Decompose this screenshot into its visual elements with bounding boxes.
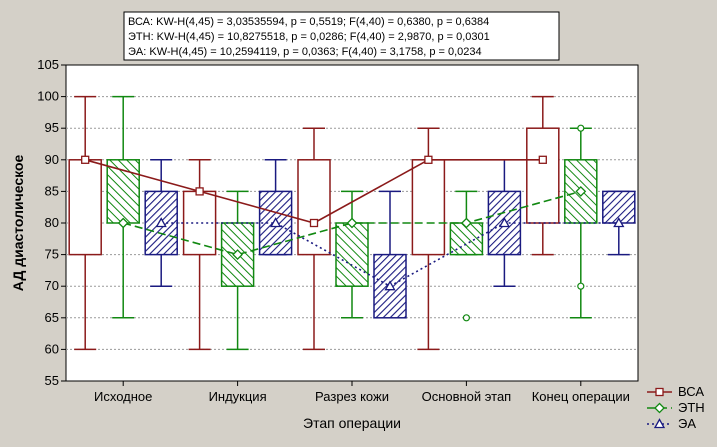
y-axis: 55 60 65 70 75 80 85 90 95 100 105 <box>37 57 66 388</box>
median-marker <box>155 217 167 228</box>
stats-box: ВСА: KW-H(4,45) = 3,03535594, p = 0,5519… <box>123 11 560 61</box>
stats-line-vsa: ВСА: KW-H(4,45) = 3,03535594, p = 0,5519… <box>128 16 489 28</box>
box <box>411 159 446 256</box>
y-axis-title: АД диастолическое <box>10 154 26 291</box>
median-line <box>122 190 582 256</box>
y-tick-label: 55 <box>45 373 59 388</box>
box <box>526 127 560 224</box>
legend-label: ЭТН <box>678 400 705 415</box>
median-marker <box>575 185 587 197</box>
box <box>68 159 102 256</box>
median-markers <box>81 155 625 291</box>
y-tick-label: 75 <box>45 247 59 262</box>
x-tick-label: Индукция <box>209 389 267 404</box>
legend-marker <box>655 387 664 397</box>
stats-line-etn: ЭТН: KW-H(4,45) = 10,8275518, p = 0,0286… <box>128 31 490 43</box>
x-tick-label: Основной этап <box>422 389 512 404</box>
box <box>182 190 217 256</box>
y-tick-label: 65 <box>45 310 59 325</box>
median-marker <box>81 155 90 164</box>
median-marker <box>232 249 244 261</box>
x-tick-label: Исходное <box>94 389 152 404</box>
median-marker <box>195 187 204 196</box>
box <box>335 222 369 287</box>
legend-label: ЭА <box>678 416 696 431</box>
legend-label: ВСА <box>678 384 704 399</box>
x-axis-title: Этап операции <box>303 415 401 431</box>
median-marker <box>309 218 319 228</box>
x-tick-label: Конец операции <box>532 389 630 404</box>
outliers <box>462 124 585 322</box>
stats-line-ea: ЭА: KW-H(4,45) = 10,2594119, p = 0,0363;… <box>128 46 482 58</box>
median-marker <box>346 217 358 229</box>
y-tick-label: 85 <box>45 183 59 198</box>
boxes <box>68 95 636 351</box>
y-tick-label: 95 <box>45 120 59 135</box>
legend-marker <box>654 402 665 414</box>
y-tick-label: 70 <box>45 278 59 293</box>
median-marker <box>269 217 282 228</box>
median-marker <box>460 217 472 229</box>
median-marker <box>538 155 547 164</box>
median-marker <box>424 155 433 164</box>
outlier-point <box>462 314 470 322</box>
y-tick-label: 80 <box>45 215 59 230</box>
legend-marker <box>653 418 666 429</box>
outlier-point <box>577 282 585 290</box>
median-marker <box>613 217 625 228</box>
outlier-point <box>577 124 585 132</box>
box <box>297 159 331 256</box>
box <box>373 253 407 319</box>
median-marker <box>117 217 129 229</box>
y-tick-label: 100 <box>37 89 59 104</box>
box <box>106 159 140 224</box>
y-tick-label: 90 <box>45 152 59 167</box>
y-tick-label: 105 <box>37 57 59 72</box>
median-marker <box>498 217 511 228</box>
x-axis: Исходное Индукция Разрез кожи Основной этап… <box>94 381 630 404</box>
median-marker <box>384 280 396 291</box>
x-tick-label: Разрез кожи <box>315 389 389 404</box>
y-tick-label: 60 <box>45 341 59 356</box>
